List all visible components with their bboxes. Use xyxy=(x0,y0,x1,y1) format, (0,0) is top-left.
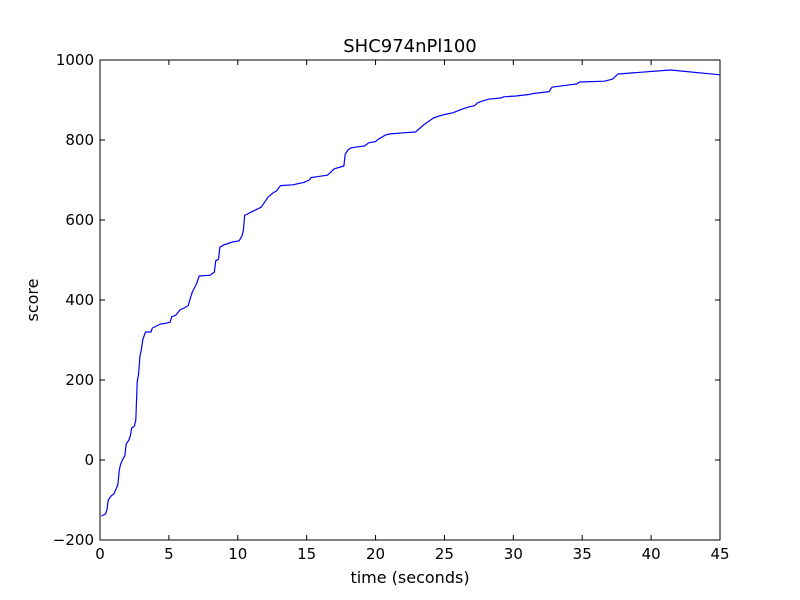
y-tick-label: 0 xyxy=(84,451,94,469)
plot-area xyxy=(101,69,721,517)
x-tick-label: 15 xyxy=(297,545,316,563)
y-tick-label: 200 xyxy=(65,371,94,389)
y-tick-label: 800 xyxy=(65,131,94,149)
x-tick-label: 0 xyxy=(95,545,105,563)
x-tick-label: 5 xyxy=(164,545,174,563)
series-line-0 xyxy=(101,69,721,517)
y-tick-label: 400 xyxy=(65,291,94,309)
x-tick-label: 25 xyxy=(435,545,454,563)
chart-title: SHC974nPl100 xyxy=(343,36,477,57)
y-tick-label: 600 xyxy=(65,211,94,229)
x-tick-label: 30 xyxy=(504,545,523,563)
x-tick-label: 20 xyxy=(366,545,385,563)
x-axis-label: time (seconds) xyxy=(350,568,469,587)
x-tick-label: 40 xyxy=(642,545,661,563)
x-tick-label: 35 xyxy=(573,545,592,563)
x-tick-label: 45 xyxy=(710,545,729,563)
y-tick-label: −200 xyxy=(53,531,94,549)
x-tick-label: 10 xyxy=(228,545,247,563)
y-tick-label: 1000 xyxy=(56,51,94,69)
y-axis-label: score xyxy=(23,279,42,322)
